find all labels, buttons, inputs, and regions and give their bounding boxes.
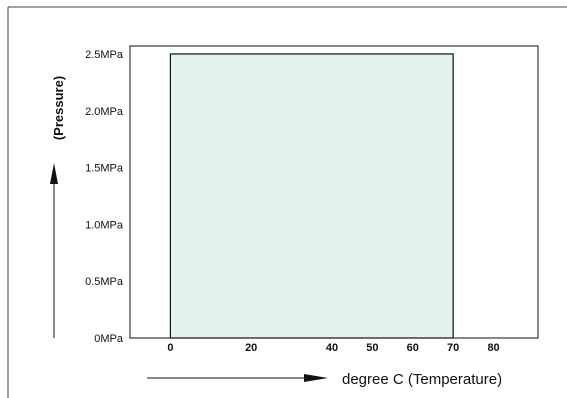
x-tick-label: 0	[167, 342, 173, 354]
y-tick-label: 0.5MPa	[85, 276, 124, 288]
operating-region	[169, 53, 454, 339]
y-tick-label: 1.0MPa	[85, 219, 124, 231]
y-tick-label: 2.5MPa	[85, 49, 124, 61]
x-tick-label: 60	[407, 342, 419, 354]
y-axis-arrow-head	[50, 163, 58, 184]
y-axis-title: (Pressure)	[51, 76, 66, 140]
y-tick-labels: 0MPa 0.5MPa 1.0MPa 1.5MPa 2.0MPa 2.5MPa	[85, 49, 124, 345]
x-tick-label: 20	[245, 342, 257, 354]
x-tick-labels: 0 20 40 50 60 70 80	[167, 342, 499, 354]
x-tick-label: 70	[447, 342, 459, 354]
x-axis-title: degree C (Temperature)	[342, 371, 502, 388]
y-tick-label: 0MPa	[94, 333, 124, 345]
x-tick-label: 80	[487, 342, 499, 354]
y-tick-label: 2.0MPa	[85, 106, 124, 118]
x-tick-label: 40	[326, 342, 338, 354]
y-tick-label: 1.5MPa	[85, 163, 124, 175]
x-tick-label: 50	[366, 342, 378, 354]
x-axis-arrow-head	[304, 374, 328, 382]
